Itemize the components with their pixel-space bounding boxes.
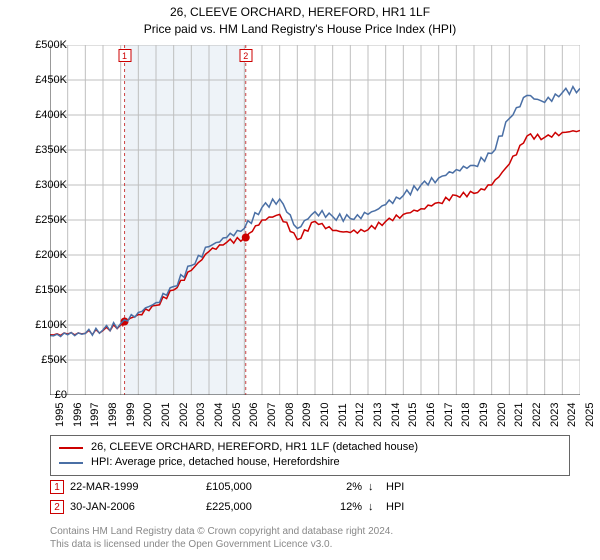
sale-date: 30-JAN-2006 [70, 501, 200, 513]
plot-marker-label: 2 [239, 49, 252, 62]
x-tick-label: 1996 [72, 403, 84, 427]
y-tick-label: £400K [35, 109, 67, 121]
sale-row: 2 30-JAN-2006 £225,000 12% ↓ HPI [50, 500, 570, 514]
x-tick-label: 2012 [354, 403, 366, 427]
sale-pct: 12% [312, 501, 362, 513]
x-tick-label: 2019 [478, 403, 490, 427]
x-tick-label: 2002 [178, 403, 190, 427]
legend-row: 26, CLEEVE ORCHARD, HEREFORD, HR1 1LF (d… [59, 440, 561, 455]
sale-ref: HPI [386, 481, 404, 493]
title-block: 26, CLEEVE ORCHARD, HEREFORD, HR1 1LF Pr… [0, 0, 600, 38]
sale-price: £105,000 [206, 481, 306, 493]
x-tick-label: 2008 [284, 403, 296, 427]
x-tick-label: 2018 [460, 403, 472, 427]
legend-swatch-property [59, 447, 83, 449]
y-tick-label: £50K [41, 354, 67, 366]
plot-marker-label: 1 [118, 49, 131, 62]
sale-price: £225,000 [206, 501, 306, 513]
title-line1: 26, CLEEVE ORCHARD, HEREFORD, HR1 1LF [0, 4, 600, 21]
x-tick-label: 2017 [443, 403, 455, 427]
y-tick-label: £500K [35, 39, 67, 51]
x-tick-label: 2022 [531, 403, 543, 427]
y-tick-label: £250K [35, 214, 67, 226]
x-tick-label: 2024 [566, 403, 578, 427]
x-tick-label: 2010 [319, 403, 331, 427]
x-tick-label: 2014 [390, 403, 402, 427]
legend-label: 26, CLEEVE ORCHARD, HEREFORD, HR1 1LF (d… [91, 440, 418, 455]
sale-marker-icon: 2 [50, 500, 64, 514]
attribution: Contains HM Land Registry data © Crown c… [50, 525, 393, 551]
y-tick-label: £450K [35, 74, 67, 86]
x-tick-label: 2009 [301, 403, 313, 427]
x-tick-label: 2015 [407, 403, 419, 427]
x-tick-label: 1999 [125, 403, 137, 427]
chart-area [50, 45, 580, 395]
title-line2: Price paid vs. HM Land Registry's House … [0, 21, 600, 38]
attribution-line1: Contains HM Land Registry data © Crown c… [50, 525, 393, 538]
chart-svg [50, 45, 580, 395]
sale-marker-icon: 1 [50, 480, 64, 494]
attribution-line2: This data is licensed under the Open Gov… [50, 538, 393, 551]
y-tick-label: £0 [55, 389, 67, 401]
legend-label: HPI: Average price, detached house, Here… [91, 455, 340, 470]
chart-container: 26, CLEEVE ORCHARD, HEREFORD, HR1 1LF Pr… [0, 0, 600, 560]
x-tick-label: 1997 [89, 403, 101, 427]
sale-date: 22-MAR-1999 [70, 481, 200, 493]
x-tick-label: 2004 [213, 403, 225, 427]
x-tick-label: 2011 [337, 403, 349, 427]
legend-box: 26, CLEEVE ORCHARD, HEREFORD, HR1 1LF (d… [50, 435, 570, 476]
x-tick-label: 2016 [425, 403, 437, 427]
down-arrow-icon: ↓ [368, 501, 380, 513]
x-tick-label: 2025 [584, 403, 596, 427]
y-tick-label: £300K [35, 179, 67, 191]
legend-swatch-hpi [59, 462, 83, 464]
x-tick-label: 2021 [513, 403, 525, 427]
x-tick-label: 2006 [248, 403, 260, 427]
x-tick-label: 2013 [372, 403, 384, 427]
y-tick-label: £150K [35, 284, 67, 296]
sale-pct: 2% [312, 481, 362, 493]
sale-row: 1 22-MAR-1999 £105,000 2% ↓ HPI [50, 480, 570, 494]
sale-ref: HPI [386, 501, 404, 513]
x-tick-label: 1998 [107, 403, 119, 427]
x-tick-label: 2003 [195, 403, 207, 427]
x-tick-label: 2020 [496, 403, 508, 427]
y-tick-label: £100K [35, 319, 67, 331]
x-tick-label: 2001 [160, 403, 172, 427]
y-tick-label: £350K [35, 144, 67, 156]
y-tick-label: £200K [35, 249, 67, 261]
x-tick-label: 2007 [266, 403, 278, 427]
x-tick-label: 2000 [142, 403, 154, 427]
x-tick-label: 2023 [549, 403, 561, 427]
down-arrow-icon: ↓ [368, 481, 380, 493]
x-tick-label: 1995 [54, 403, 66, 427]
legend-row: HPI: Average price, detached house, Here… [59, 455, 561, 470]
x-tick-label: 2005 [231, 403, 243, 427]
